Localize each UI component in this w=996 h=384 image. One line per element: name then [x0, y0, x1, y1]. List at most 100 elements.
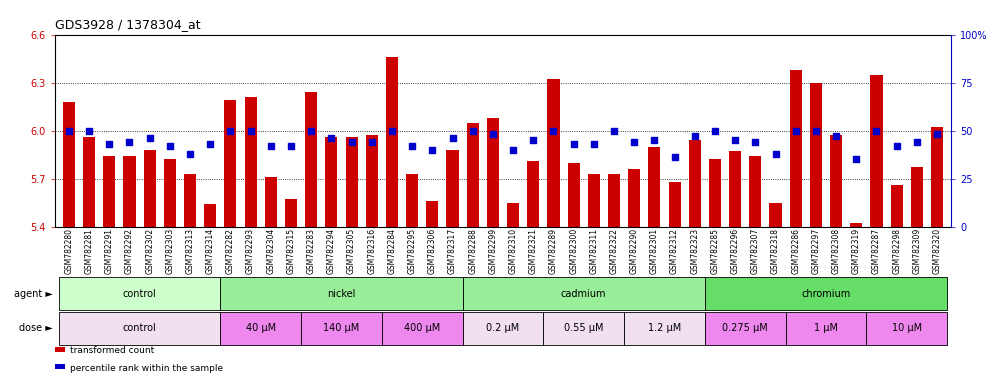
Bar — [163, 159, 176, 227]
FancyBboxPatch shape — [220, 312, 301, 345]
Bar — [851, 223, 863, 227]
FancyBboxPatch shape — [59, 312, 220, 345]
FancyBboxPatch shape — [462, 277, 705, 310]
Point — [61, 127, 77, 134]
Point — [666, 154, 682, 161]
Bar — [668, 182, 680, 227]
Point — [102, 141, 118, 147]
FancyBboxPatch shape — [381, 312, 462, 345]
Bar — [104, 156, 116, 227]
Point — [485, 131, 501, 137]
Point — [141, 135, 157, 141]
Bar — [305, 92, 318, 227]
Point — [687, 133, 703, 139]
Text: chromium: chromium — [802, 289, 851, 299]
Bar — [366, 136, 377, 227]
Text: cadmium: cadmium — [561, 289, 607, 299]
Point — [364, 139, 379, 145]
Point — [566, 141, 582, 147]
Bar — [406, 174, 418, 227]
Text: nickel: nickel — [328, 289, 356, 299]
Point — [626, 139, 642, 145]
Bar — [467, 122, 479, 227]
FancyBboxPatch shape — [301, 312, 381, 345]
Point — [263, 143, 279, 149]
FancyBboxPatch shape — [786, 312, 867, 345]
Text: control: control — [123, 323, 156, 333]
Bar — [507, 203, 519, 227]
Bar — [204, 204, 216, 227]
Text: 0.275 μM: 0.275 μM — [722, 323, 768, 333]
Point — [404, 143, 420, 149]
Bar — [890, 185, 902, 227]
Bar — [608, 174, 621, 227]
FancyBboxPatch shape — [59, 277, 220, 310]
Point — [222, 127, 238, 134]
Bar — [770, 203, 782, 227]
Text: 0.2 μM: 0.2 μM — [486, 323, 520, 333]
Text: 1.2 μM: 1.2 μM — [647, 323, 681, 333]
Point — [788, 127, 804, 134]
Point — [444, 135, 460, 141]
Bar — [871, 74, 882, 227]
Point — [768, 151, 784, 157]
Bar — [224, 100, 236, 227]
FancyBboxPatch shape — [462, 312, 544, 345]
Point — [243, 127, 259, 134]
Point — [162, 143, 178, 149]
Bar — [709, 159, 721, 227]
Text: agent ►: agent ► — [14, 289, 53, 299]
Point — [424, 147, 440, 153]
Bar — [628, 169, 640, 227]
Bar — [326, 137, 338, 227]
Bar — [548, 79, 560, 227]
Bar — [790, 70, 802, 227]
Bar — [265, 177, 277, 227]
Point — [909, 139, 925, 145]
Text: 140 μM: 140 μM — [324, 323, 360, 333]
Bar — [83, 137, 96, 227]
Bar — [184, 174, 196, 227]
Bar — [749, 156, 761, 227]
FancyBboxPatch shape — [624, 312, 705, 345]
Bar — [648, 147, 660, 227]
Bar — [124, 156, 135, 227]
Point — [747, 139, 763, 145]
Text: GDS3928 / 1378304_at: GDS3928 / 1378304_at — [55, 18, 200, 31]
Bar — [527, 161, 539, 227]
Bar — [810, 83, 822, 227]
Bar — [688, 140, 701, 227]
FancyBboxPatch shape — [544, 312, 624, 345]
Point — [707, 127, 723, 134]
Point — [646, 137, 662, 143]
Point — [808, 127, 824, 134]
Bar — [446, 150, 458, 227]
Text: percentile rank within the sample: percentile rank within the sample — [70, 364, 223, 372]
Text: 1 μM: 1 μM — [814, 323, 838, 333]
Text: 0.55 μM: 0.55 μM — [564, 323, 604, 333]
Point — [606, 127, 622, 134]
Bar — [285, 199, 297, 227]
Point — [849, 156, 865, 162]
Text: 40 μM: 40 μM — [246, 323, 276, 333]
Bar — [931, 127, 943, 227]
Point — [929, 131, 945, 137]
Bar — [346, 137, 358, 227]
Bar — [426, 201, 438, 227]
Point — [384, 127, 400, 134]
Text: 400 μM: 400 μM — [404, 323, 440, 333]
Text: transformed count: transformed count — [70, 346, 154, 355]
Bar — [245, 97, 257, 227]
Text: dose ►: dose ► — [19, 323, 53, 333]
FancyBboxPatch shape — [705, 312, 786, 345]
Point — [828, 133, 844, 139]
Bar — [588, 174, 600, 227]
Point — [202, 141, 218, 147]
Bar — [910, 167, 923, 227]
Text: control: control — [123, 289, 156, 299]
FancyBboxPatch shape — [867, 312, 947, 345]
Point — [344, 139, 360, 145]
Point — [505, 147, 521, 153]
Point — [324, 135, 340, 141]
Bar — [63, 102, 75, 227]
